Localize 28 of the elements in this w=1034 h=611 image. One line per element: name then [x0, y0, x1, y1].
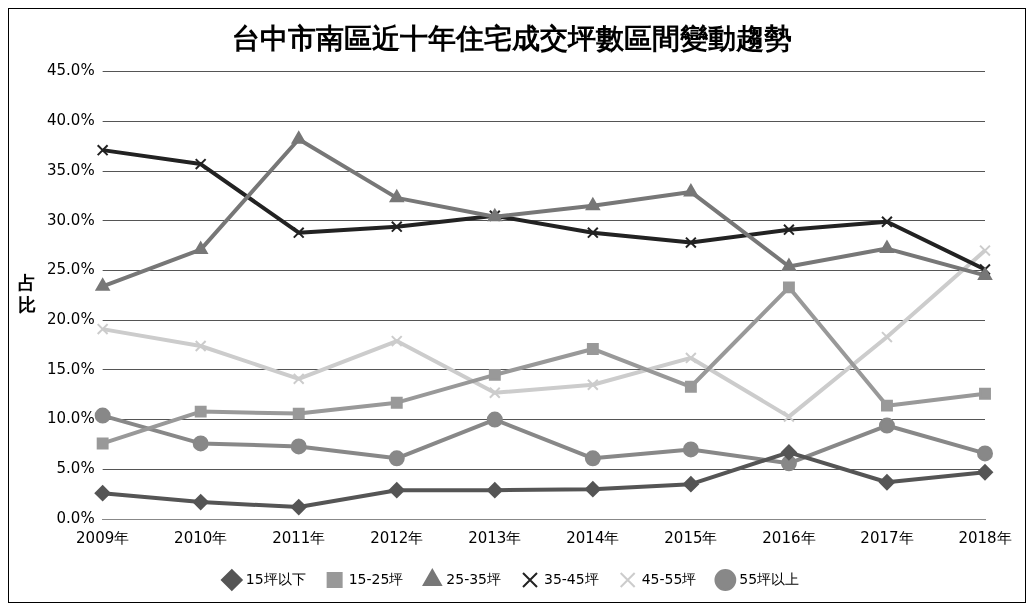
y-tick-label: 20.0%	[47, 310, 95, 329]
x-tick-label: 2016年	[762, 528, 816, 547]
x-tick-label: 2018年	[958, 528, 1012, 547]
x-tick-label: 2010年	[174, 528, 228, 547]
x-tick-label: 2014年	[566, 528, 620, 547]
y-axis-title: 占比	[18, 271, 36, 315]
y-tick-label: 40.0%	[47, 111, 95, 130]
y-tick-label: 45.0%	[47, 61, 95, 80]
y-tick-label: 35.0%	[47, 160, 95, 179]
y-tick-label: 0.0%	[56, 508, 95, 527]
x-tick-label: 2011年	[272, 528, 326, 547]
chart-title: 台中市南區近十年住宅成交坪數區間變動趨勢	[232, 22, 792, 56]
legend-label: 55坪以上	[739, 570, 800, 587]
y-tick-label: 5.0%	[56, 459, 95, 478]
y-tick-label: 10.0%	[47, 409, 95, 428]
y-tick-label: 25.0%	[47, 260, 95, 279]
legend-label: 35-45坪	[544, 570, 599, 587]
legend-label: 45-55坪	[641, 570, 697, 587]
y-tick-label: 15.0%	[47, 359, 95, 378]
legend-label: 15-25坪	[348, 570, 404, 587]
x-tick-label: 2017年	[860, 528, 914, 547]
legend-label: 25-35坪	[446, 570, 502, 587]
legend-label: 15坪以下	[245, 570, 306, 587]
x-tick-label: 2013年	[468, 528, 522, 547]
y-tick-label: 30.0%	[47, 210, 95, 229]
x-tick-label: 2015年	[664, 528, 718, 547]
x-tick-label: 2009年	[76, 528, 130, 547]
x-tick-label: 2012年	[370, 528, 424, 547]
